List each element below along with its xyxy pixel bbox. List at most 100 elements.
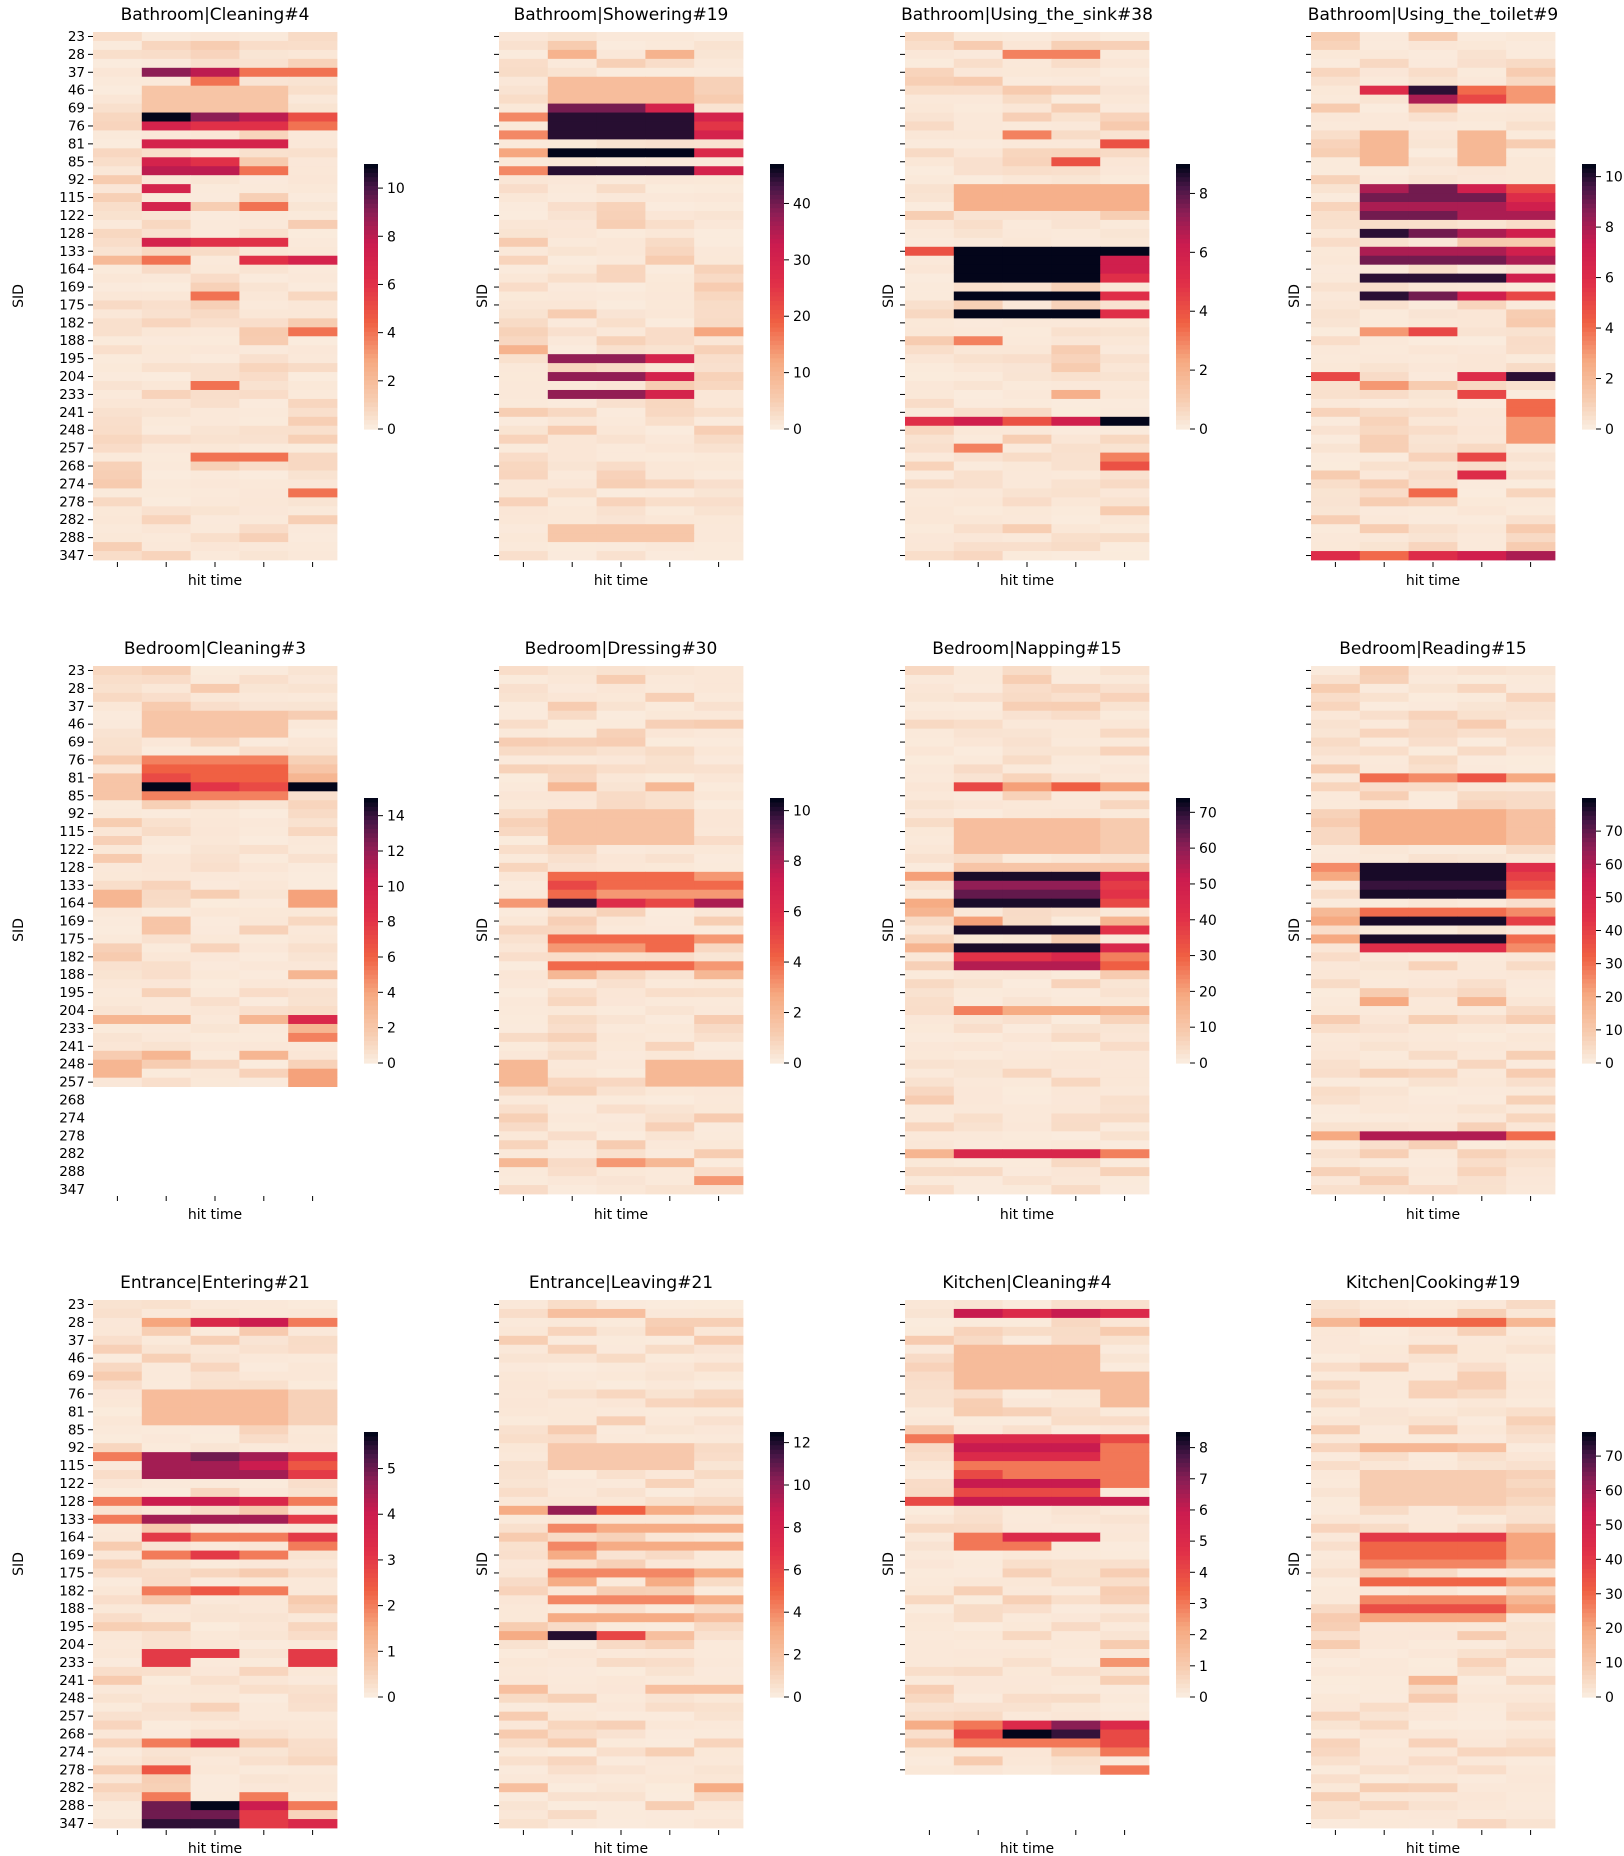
colorbar-segment: [1582, 331, 1596, 337]
heatmap-cell: [645, 1425, 695, 1435]
heatmap-cell: [1506, 880, 1556, 891]
heatmap-cell: [1051, 1514, 1101, 1525]
heatmap-cell: [694, 121, 744, 131]
colorbar-segment: [1176, 292, 1190, 298]
heatmap-cell: [1457, 1738, 1507, 1748]
heatmap-cell: [953, 871, 1003, 882]
colorbar-segment: [1176, 309, 1190, 315]
heatmap-cell: [1311, 827, 1361, 837]
heatmap-cell: [1506, 506, 1556, 516]
heatmap-cell: [288, 1595, 338, 1605]
heatmap-cell: [239, 674, 289, 685]
heatmap-cell: [1311, 683, 1361, 694]
heatmap-cell: [694, 381, 744, 391]
ytick-label: 233: [59, 387, 85, 403]
heatmap-cell: [499, 943, 549, 953]
heatmap-cell: [141, 844, 191, 855]
heatmap-cell: [953, 1059, 1003, 1070]
colorbar-segment: [364, 1613, 378, 1619]
heatmap-cell: [1051, 934, 1101, 944]
colorbar-segment: [770, 828, 784, 834]
heatmap-cell: [499, 1461, 549, 1471]
heatmap-cell: [953, 32, 1003, 42]
heatmap-cell: [1408, 112, 1458, 122]
y-axis-label: SID: [475, 1552, 491, 1576]
heatmap-cell: [953, 533, 1003, 543]
heatmap-cell: [694, 452, 744, 462]
heatmap-cell: [645, 1353, 695, 1364]
colorbar-segment: [1582, 305, 1596, 311]
heatmap-cell: [1100, 237, 1150, 248]
colorbar-segment: [1582, 815, 1596, 821]
colorbar-tick-label: 0: [1199, 1056, 1208, 1072]
heatmap-cell: [1002, 1604, 1052, 1614]
heatmap-cell: [1408, 372, 1458, 382]
colorbar-tick-label: 0: [1605, 1056, 1614, 1072]
heatmap-cell: [239, 1729, 289, 1739]
heatmap-cell: [596, 1666, 646, 1677]
colorbar-segment: [1176, 323, 1190, 329]
heatmap-cell: [141, 1684, 191, 1695]
heatmap-cell: [1311, 1738, 1361, 1748]
heatmap-cell: [1457, 961, 1507, 971]
heatmap-cell: [953, 1702, 1003, 1713]
heatmap-cell: [239, 488, 289, 498]
heatmap-cell: [1100, 461, 1150, 471]
heatmap-cell: [905, 255, 955, 266]
heatmap-cell: [547, 666, 597, 676]
colorbar-segment: [364, 172, 378, 178]
heatmap-cell: [93, 880, 143, 891]
heatmap-cell: [239, 1032, 289, 1043]
colorbar-segment: [1176, 353, 1190, 359]
heatmap-cell: [1311, 416, 1361, 427]
colorbar-segment: [770, 904, 784, 910]
colorbar-segment: [364, 1533, 378, 1539]
heatmap-cell: [1002, 389, 1052, 400]
heatmap-cell: [645, 1666, 695, 1677]
heatmap-cell: [953, 719, 1003, 730]
heatmap-cell: [1002, 67, 1052, 78]
heatmap-cell: [1506, 764, 1556, 774]
heatmap-cell: [239, 219, 289, 230]
heatmap-cell: [1408, 443, 1458, 454]
heatmap-cell: [547, 961, 597, 971]
heatmap-cell: [141, 1604, 191, 1614]
heatmap-cell: [1408, 139, 1458, 149]
ytick-label: 115: [59, 824, 85, 840]
heatmap-cell: [1051, 791, 1101, 801]
colorbar-segment: [1176, 846, 1190, 852]
colorbar-segment: [364, 877, 378, 883]
heatmap-cell: [190, 282, 240, 292]
heatmap-cell: [953, 898, 1003, 909]
heatmap-cell: [1359, 210, 1409, 221]
ytick-label: 169: [59, 280, 85, 296]
ytick-label: 122: [59, 208, 85, 224]
heatmap-cell: [1359, 746, 1409, 756]
heatmap-cell: [239, 746, 289, 756]
colorbar-segment: [1582, 974, 1596, 980]
heatmap-cell: [1051, 925, 1101, 935]
heatmap-cell: [1311, 925, 1361, 935]
heatmap-cell: [499, 148, 549, 158]
colorbar-segment: [770, 411, 784, 417]
heatmap-cell: [547, 827, 597, 837]
heatmap-cell: [694, 1443, 744, 1453]
heatmap-cell: [547, 1478, 597, 1489]
heatmap-cell: [1002, 1532, 1052, 1543]
heatmap-cell: [645, 1461, 695, 1471]
colorbar-segment: [364, 1560, 378, 1566]
heatmap-cell: [694, 1541, 744, 1551]
heatmap-cell: [93, 1505, 143, 1516]
heatmap-cell: [1051, 1604, 1101, 1614]
heatmap-cell: [953, 452, 1003, 462]
heatmap-cell: [1359, 1532, 1409, 1543]
heatmap-cell: [547, 1729, 597, 1739]
heatmap-cell: [596, 130, 646, 140]
heatmap-cell: [190, 1398, 240, 1408]
colorbar-segment: [770, 842, 784, 848]
heatmap-cell: [1457, 1398, 1507, 1408]
heatmap-cell: [499, 479, 549, 489]
heatmap-cell: [288, 1640, 338, 1650]
colorbar-segment: [1582, 1661, 1596, 1667]
heatmap-cell: [190, 746, 240, 756]
